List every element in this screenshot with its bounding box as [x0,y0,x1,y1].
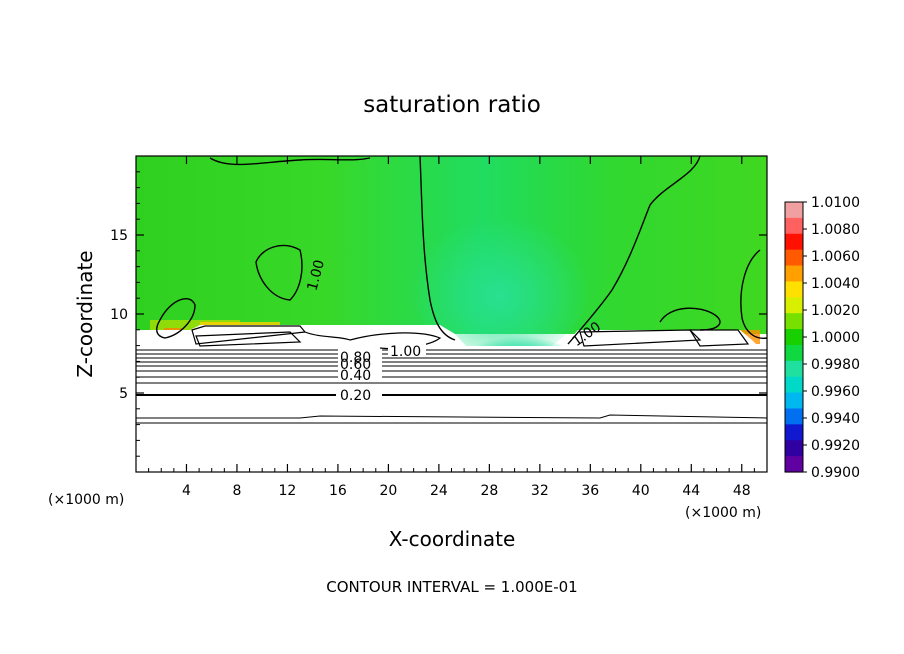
x-unit-right: (×1000 m) [685,505,761,521]
x-tick-label: 8 [232,483,241,499]
contour-label-060: 0.60 [340,357,371,373]
contour-loop-1 [255,244,303,301]
x-tick-label: 24 [430,483,448,499]
colorbar-label: 0.9900 [811,465,860,481]
contour-vertical-mid [419,156,456,341]
y-axis-label: Z-coordinate [73,250,97,377]
contour-loop-2 [156,298,196,339]
colorbar-segment [785,281,803,298]
colorbar-label: 0.9960 [811,384,860,400]
x-tick-label: 48 [733,483,751,499]
colorbar-segment [785,376,803,394]
x-tick-label: 40 [632,483,650,499]
colorbar-segment [785,408,803,425]
contour-right-diagonal [567,156,701,345]
colorbar-segment [785,217,803,235]
chart-title: saturation ratio [363,92,541,118]
label-bg-3 [388,343,426,357]
lower-region [136,346,767,472]
contour-loop-3 [659,307,721,331]
x-axis: 4 8 12 16 20 24 28 32 36 40 44 48 [148,156,755,499]
y-tick-label: 5 [119,386,128,402]
colorbar-segment [785,440,803,457]
colorbar-segment [785,233,803,251]
cloud-outline-1 [191,325,307,345]
colorbar-label: 0.9940 [811,411,860,427]
colorbar-segment [785,344,803,362]
colorbar-segment [785,265,803,283]
label-bg-1 [338,349,382,381]
contour-label-1: 1.00 [305,258,329,292]
colorbar-label: 1.0020 [811,303,860,319]
colorbar-segment [785,313,803,330]
warm-edge-left [150,320,240,330]
label-bg-2 [336,386,382,402]
hline-10 [136,414,767,419]
contour-top-wave [209,157,371,166]
colorbar-label: 0.9980 [811,357,860,373]
colorbar-segment [785,329,803,346]
plot-area: 1.00 1.00 1.00 0.80 0.60 0.40 0.20 [136,156,767,472]
x-tick-label: 16 [329,483,347,499]
x-tick-label: 28 [480,483,498,499]
contour-label-040: 0.40 [340,368,371,384]
y-tick-label: 15 [110,228,128,244]
cloud-left [136,325,468,348]
colorbar-segment [785,202,803,219]
x-axis-label: X-coordinate [389,527,516,551]
colorbar-label: 1.0000 [811,330,860,346]
y-axis: 5 10 15 [110,171,767,457]
cloud-right [562,330,760,348]
colorbar-segment [785,360,803,378]
cloud-outline-2 [195,331,302,347]
x-tick-label: 44 [682,483,700,499]
cloud-outline-4 [579,329,702,347]
colorbar-label: 0.9920 [811,438,860,454]
colorbar-segment [785,297,803,314]
colorbar-label: 1.0080 [811,222,860,238]
colorbar-label: 1.0060 [811,249,860,265]
y-tick-label: 10 [110,307,128,323]
colorbar-segment [785,424,803,441]
contour-right-edge [740,249,767,339]
colorbar-label: 1.0100 [811,195,860,211]
colorbar-segment [785,392,803,410]
colorbar: 1.0100 1.0080 1.0060 1.0040 1.0020 1.0000 0.99… [784,195,860,481]
contour-label-3: 1.00 [390,344,421,360]
x-tick-label: 12 [279,483,297,499]
contours-upper [156,156,767,345]
colorbar-label: 1.0040 [811,276,860,292]
contours-lower [136,349,767,424]
x-tick-label: 32 [531,483,549,499]
x-tick-label: 36 [581,483,599,499]
x-unit-left: (×1000 m) [48,492,124,508]
colorbar-segment [785,456,803,473]
colorbar-segment [785,249,803,267]
contour-interval-note: CONTOUR INTERVAL = 1.000E-01 [326,578,577,596]
cloud-outline-5 [688,329,750,347]
contour-label-080: 0.80 [340,350,371,366]
x-tick-label: 20 [379,483,397,499]
contour-label-020: 0.20 [340,388,371,404]
x-tick-label: 4 [182,483,191,499]
